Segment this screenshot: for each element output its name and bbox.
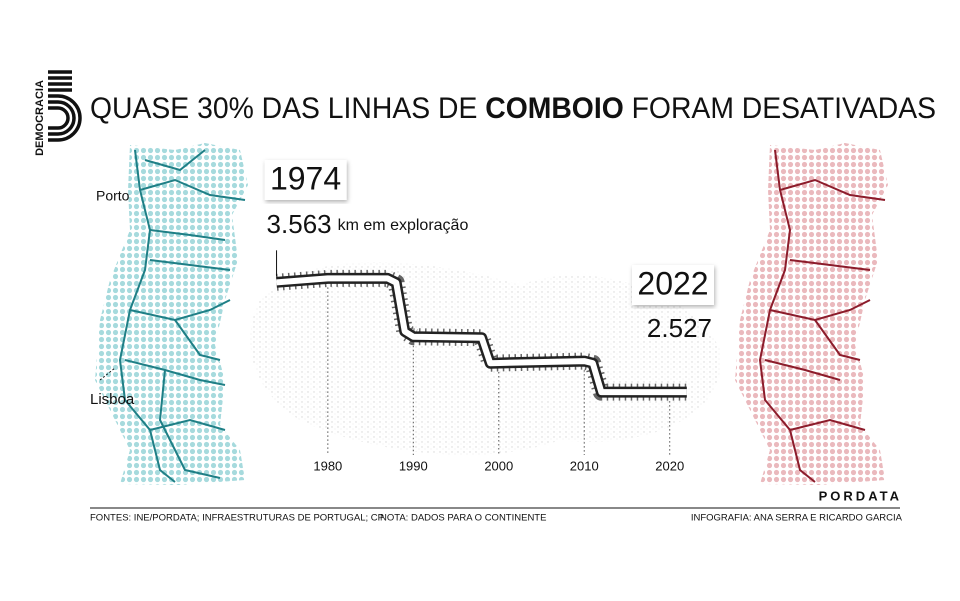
start-year: 1974: [270, 160, 341, 196]
logo-text: DEMOCRACIA: [34, 80, 46, 156]
title: QUASE 30% DAS LINHAS DE COMBOIO FORAM DE…: [90, 92, 936, 125]
logo: DEMOCRACIA: [34, 70, 82, 156]
note: NOTA: DADOS PARA O CONTINENTE: [380, 513, 546, 524]
sources: FONTES: INE/PORDATA; INFRAESTRUTURAS DE …: [90, 513, 384, 524]
x-tick-label: 2000: [484, 458, 513, 473]
x-tick-label: 1990: [399, 458, 428, 473]
end-value: 2.527: [647, 313, 712, 343]
map-label: Lisboa: [90, 391, 135, 408]
rail-gap: [276, 275, 687, 396]
year-box: [264, 160, 347, 200]
x-tick-label: 1980: [313, 458, 342, 473]
unit: km em exploração: [338, 217, 469, 234]
x-tick-label: 2010: [570, 458, 599, 473]
brand: PORDATA: [819, 488, 902, 503]
map-shape: [735, 143, 888, 485]
rail-network: [758, 149, 886, 483]
title-part: QUASE 30% DAS LINHAS DE: [90, 92, 485, 125]
start-value: 3.563 km em exploração: [267, 209, 469, 239]
year-box: [632, 265, 714, 305]
x-tick-label: 2020: [655, 458, 684, 473]
chart: 1980 1990 2000 2010 2020 1974 3.563 km em explo…: [264, 160, 714, 473]
map-2022: [735, 143, 888, 485]
rail-network: [118, 149, 246, 483]
end-year: 2022: [637, 265, 708, 301]
logo-mark: [48, 70, 82, 142]
credits: INFOGRAFIA: ANA SERRA E RICARDO GARCIA: [691, 513, 903, 524]
title-emphasis: COMBOIO: [485, 92, 624, 125]
title-part: FORAM DESATIVADAS: [624, 92, 936, 125]
value-label: 3.563: [267, 209, 332, 239]
map-label: Porto: [96, 188, 130, 204]
map-leader: [99, 367, 116, 381]
map-shape: [95, 143, 248, 485]
map-1974: [95, 143, 248, 485]
